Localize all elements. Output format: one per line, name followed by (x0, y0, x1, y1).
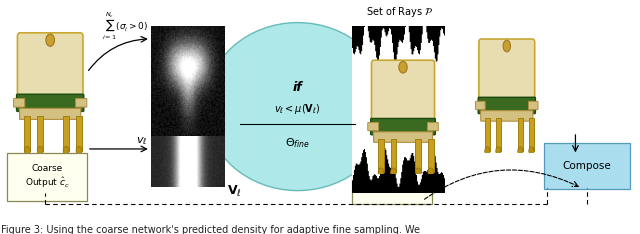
Text: $\Theta_{fine}$: $\Theta_{fine}$ (285, 136, 310, 150)
FancyBboxPatch shape (7, 153, 87, 201)
Text: $v_\ell$: $v_\ell$ (136, 136, 147, 147)
Text: $\sum_{i=1}^{N_c}(\sigma_i > 0)$: $\sum_{i=1}^{N_c}(\sigma_i > 0)$ (102, 11, 148, 42)
Text: Coarse
Output $\hat{c}_c$: Coarse Output $\hat{c}_c$ (25, 164, 69, 190)
Text: $\mathbf{V}_\ell$: $\mathbf{V}_\ell$ (227, 184, 243, 199)
Text: if: if (292, 81, 303, 94)
FancyBboxPatch shape (352, 161, 432, 204)
Text: Set of Rays $\mathcal{P}$: Set of Rays $\mathcal{P}$ (366, 5, 433, 19)
Text: $v_\ell < \mu(\mathbf{V}_\ell)$: $v_\ell < \mu(\mathbf{V}_\ell)$ (275, 102, 321, 116)
Ellipse shape (205, 23, 390, 190)
FancyBboxPatch shape (543, 143, 630, 189)
Text: Figure 3: Using the coarse network's predicted density for adaptive fine samplin: Figure 3: Using the coarse network's pre… (1, 225, 420, 234)
Text: Fine
Output $\hat{c}_f$: Fine Output $\hat{c}_f$ (370, 169, 414, 195)
Text: Compose: Compose (563, 161, 611, 171)
